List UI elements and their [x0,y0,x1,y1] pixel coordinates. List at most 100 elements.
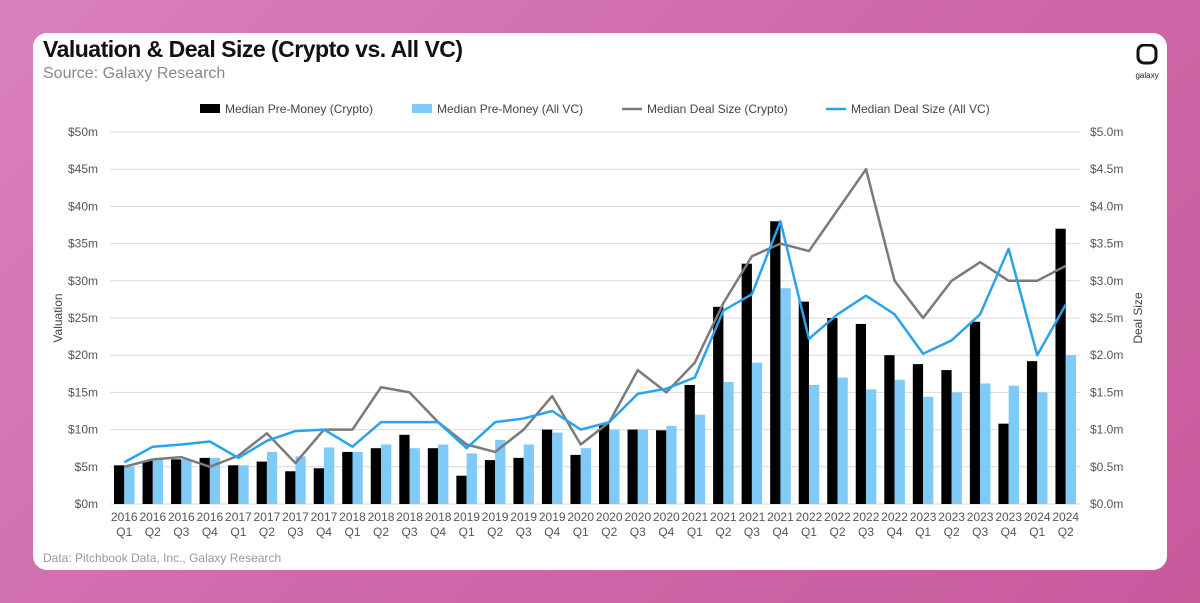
chart-title: Valuation & Deal Size (Crypto vs. All VC… [43,36,463,62]
bar-crypto-premoney [941,370,952,504]
bar-crypto-premoney [199,457,210,504]
chart-subtitle: Source: Galaxy Research [43,65,226,82]
bar-crypto-premoney [855,323,867,504]
bar-crypto-premoney [171,459,182,504]
bar-allvc-premoney [980,383,991,504]
bar-crypto-premoney [256,461,267,504]
bar-allvc-premoney [780,288,791,504]
bar-crypto-premoney [656,430,667,504]
bar-allvc-premoney [323,447,335,504]
bar-allvc-premoney [1065,355,1077,504]
x-tick-quarter: Q3 [287,525,303,539]
bar-allvc-premoney [666,425,677,504]
line-allvc-deal-size [123,220,1067,464]
x-tick-year: 2020 [653,510,680,524]
line-crypto-deal-size [123,167,1067,469]
x-tick-quarter: Q4 [430,525,446,539]
bar-crypto-premoney [113,465,125,504]
bar-allvc-premoney [295,456,306,504]
bar-crypto-premoney [513,457,524,504]
x-tick-year: 2016 [139,510,166,524]
x-tick-year: 2020 [567,510,594,524]
x-tick-quarter: Q1 [1029,525,1045,539]
legend-label: Median Pre-Money (Crypto) [225,102,373,116]
x-tick-quarter: Q3 [630,525,646,539]
y-tick-label: $25m [68,311,98,325]
x-tick-quarter: Q2 [601,525,617,539]
x-tick-quarter: Q4 [772,525,788,539]
y2-tick-label: $5.0m [1090,125,1123,139]
x-tick-quarter: Q1 [459,525,475,539]
legend-label: Median Deal Size (All VC) [851,102,990,116]
x-tick-quarter: Q4 [1001,525,1017,539]
x-tick-quarter: Q3 [858,525,874,539]
bar-crypto-premoney [484,460,496,504]
x-tick-year: 2019 [510,510,537,524]
x-tick-quarter: Q1 [801,525,817,539]
y-tick-label: $40m [68,199,98,213]
x-tick-year: 2019 [482,510,509,524]
x-tick-year: 2018 [425,510,452,524]
bar-crypto-premoney [598,423,610,504]
y2-tick-label: $0.5m [1090,460,1123,474]
bar-allvc-premoney [580,448,592,504]
x-tick-year: 2017 [311,510,338,524]
x-tick-quarter: Q3 [402,525,418,539]
x-tick-year: 2016 [111,510,138,524]
y2-tick-label: $3.5m [1090,237,1123,251]
x-tick-year: 2016 [168,510,195,524]
y2-tick-label: $0.0m [1090,497,1123,511]
x-tick-quarter: Q1 [344,525,360,539]
x-tick-quarter: Q2 [944,525,960,539]
bar-allvc-premoney [637,429,649,504]
x-tick-quarter: Q2 [829,525,845,539]
x-tick-year: 2022 [796,510,823,524]
bar-crypto-premoney [456,475,467,504]
x-tick-quarter: Q1 [915,525,931,539]
bar-crypto-premoney [228,465,239,504]
legend-swatch [412,104,432,113]
x-tick-year: 2018 [368,510,395,524]
y2-tick-label: $1.5m [1090,385,1123,399]
x-tick-year: 2022 [824,510,851,524]
bar-crypto-premoney [541,429,553,504]
bar-crypto-premoney [142,460,153,504]
bar-crypto-premoney [713,306,724,504]
y2-tick-label: $2.5m [1090,311,1123,325]
y-tick-label: $50m [68,125,98,139]
y-axis-label: Valuation [51,293,65,342]
y2-tick-label: $1.0m [1090,423,1123,437]
x-tick-quarter: Q4 [544,525,560,539]
bar-crypto-premoney [998,423,1009,504]
x-tick-quarter: Q2 [487,525,503,539]
bar-crypto-premoney [684,384,695,504]
x-tick-quarter: Q2 [145,525,161,539]
bar-crypto-premoney [570,454,581,504]
bar-crypto-premoney [1026,361,1038,504]
x-tick-year: 2020 [624,510,651,524]
bar-crypto-premoney [427,448,439,504]
galaxy-logo: galaxy [1132,43,1162,80]
x-tick-year: 2021 [710,510,737,524]
bar-crypto-premoney [741,263,752,504]
bar-allvc-premoney [1008,385,1019,504]
x-tick-year: 2018 [339,510,366,524]
bar-allvc-premoney [609,429,620,504]
x-tick-year: 2021 [767,510,794,524]
bar-allvc-premoney [808,384,820,504]
bar-allvc-premoney [552,432,563,504]
x-tick-quarter: Q2 [373,525,389,539]
y-tick-label: $10m [68,423,98,437]
bar-crypto-premoney [627,429,638,504]
x-tick-year: 2023 [938,510,965,524]
y-tick-label: $5m [75,460,98,474]
bar-crypto-premoney [798,301,809,504]
bar-allvc-premoney [409,448,420,504]
bar-allvc-premoney [238,465,249,504]
bar-allvc-premoney [951,392,962,504]
x-tick-quarter: Q2 [715,525,731,539]
y2-tick-label: $3.0m [1090,274,1123,288]
y2-tick-label: $4.5m [1090,162,1123,176]
legend-label: Median Deal Size (Crypto) [647,102,788,116]
